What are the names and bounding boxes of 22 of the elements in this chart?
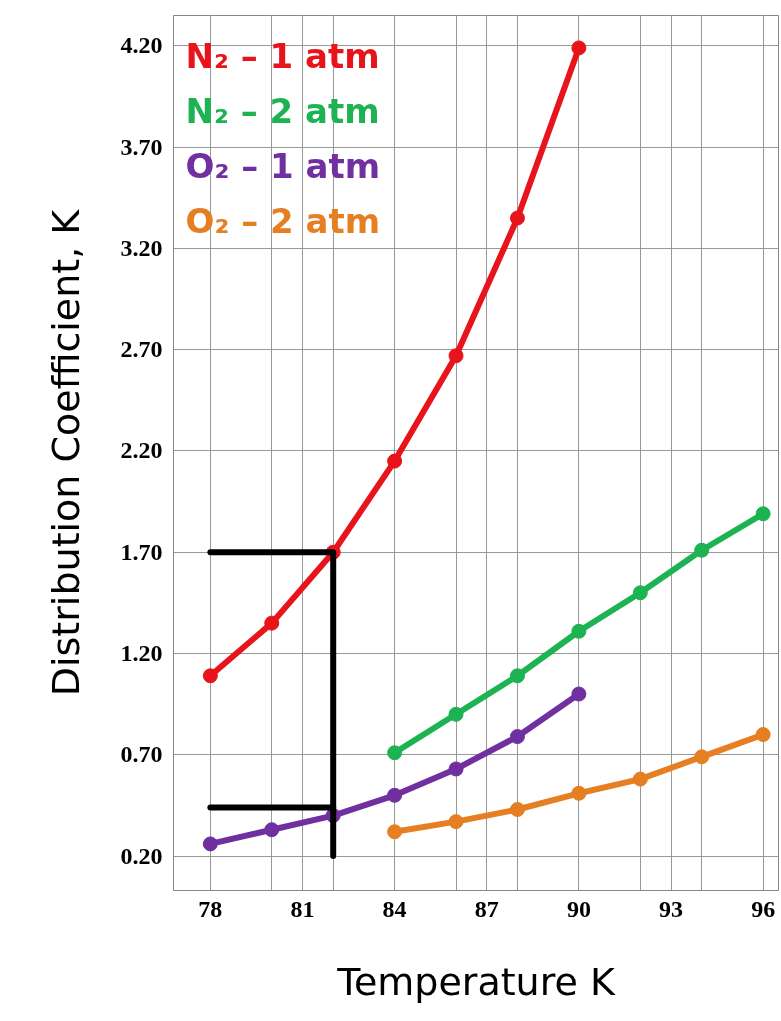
y-tick-label: 4.20: [120, 32, 163, 59]
y-tick-label: 2.70: [120, 336, 163, 363]
text: O₂ – 1 atm: [185, 145, 381, 186]
y-tick-label: 3.20: [120, 234, 163, 261]
y-tick-label: 3.70: [120, 133, 163, 160]
x-tick-label: 78: [198, 895, 223, 922]
text: O₂ – 2 atm: [185, 200, 381, 241]
y-tick-label: 1.70: [120, 538, 163, 565]
text: N₂ – 1 atm: [185, 35, 380, 76]
x-tick-label: 96: [751, 895, 776, 922]
y-tick-label: 1.20: [120, 640, 163, 667]
x-tick-label: 84: [382, 895, 407, 922]
x-tick-label: 93: [659, 895, 684, 922]
x-tick-label: 81: [290, 895, 315, 922]
y-tick-label: 2.20: [120, 437, 163, 464]
x-tick-label: 90: [566, 895, 591, 922]
y-tick-label: 0.70: [120, 741, 163, 768]
x-axis-title: Temperature K: [336, 959, 616, 1004]
y-tick-label: 0.20: [120, 842, 163, 869]
text: N₂ – 2 atm: [185, 90, 380, 131]
x-tick-label: 87: [474, 895, 499, 922]
y-axis-title: Distribution Coefficient, K: [43, 208, 88, 697]
